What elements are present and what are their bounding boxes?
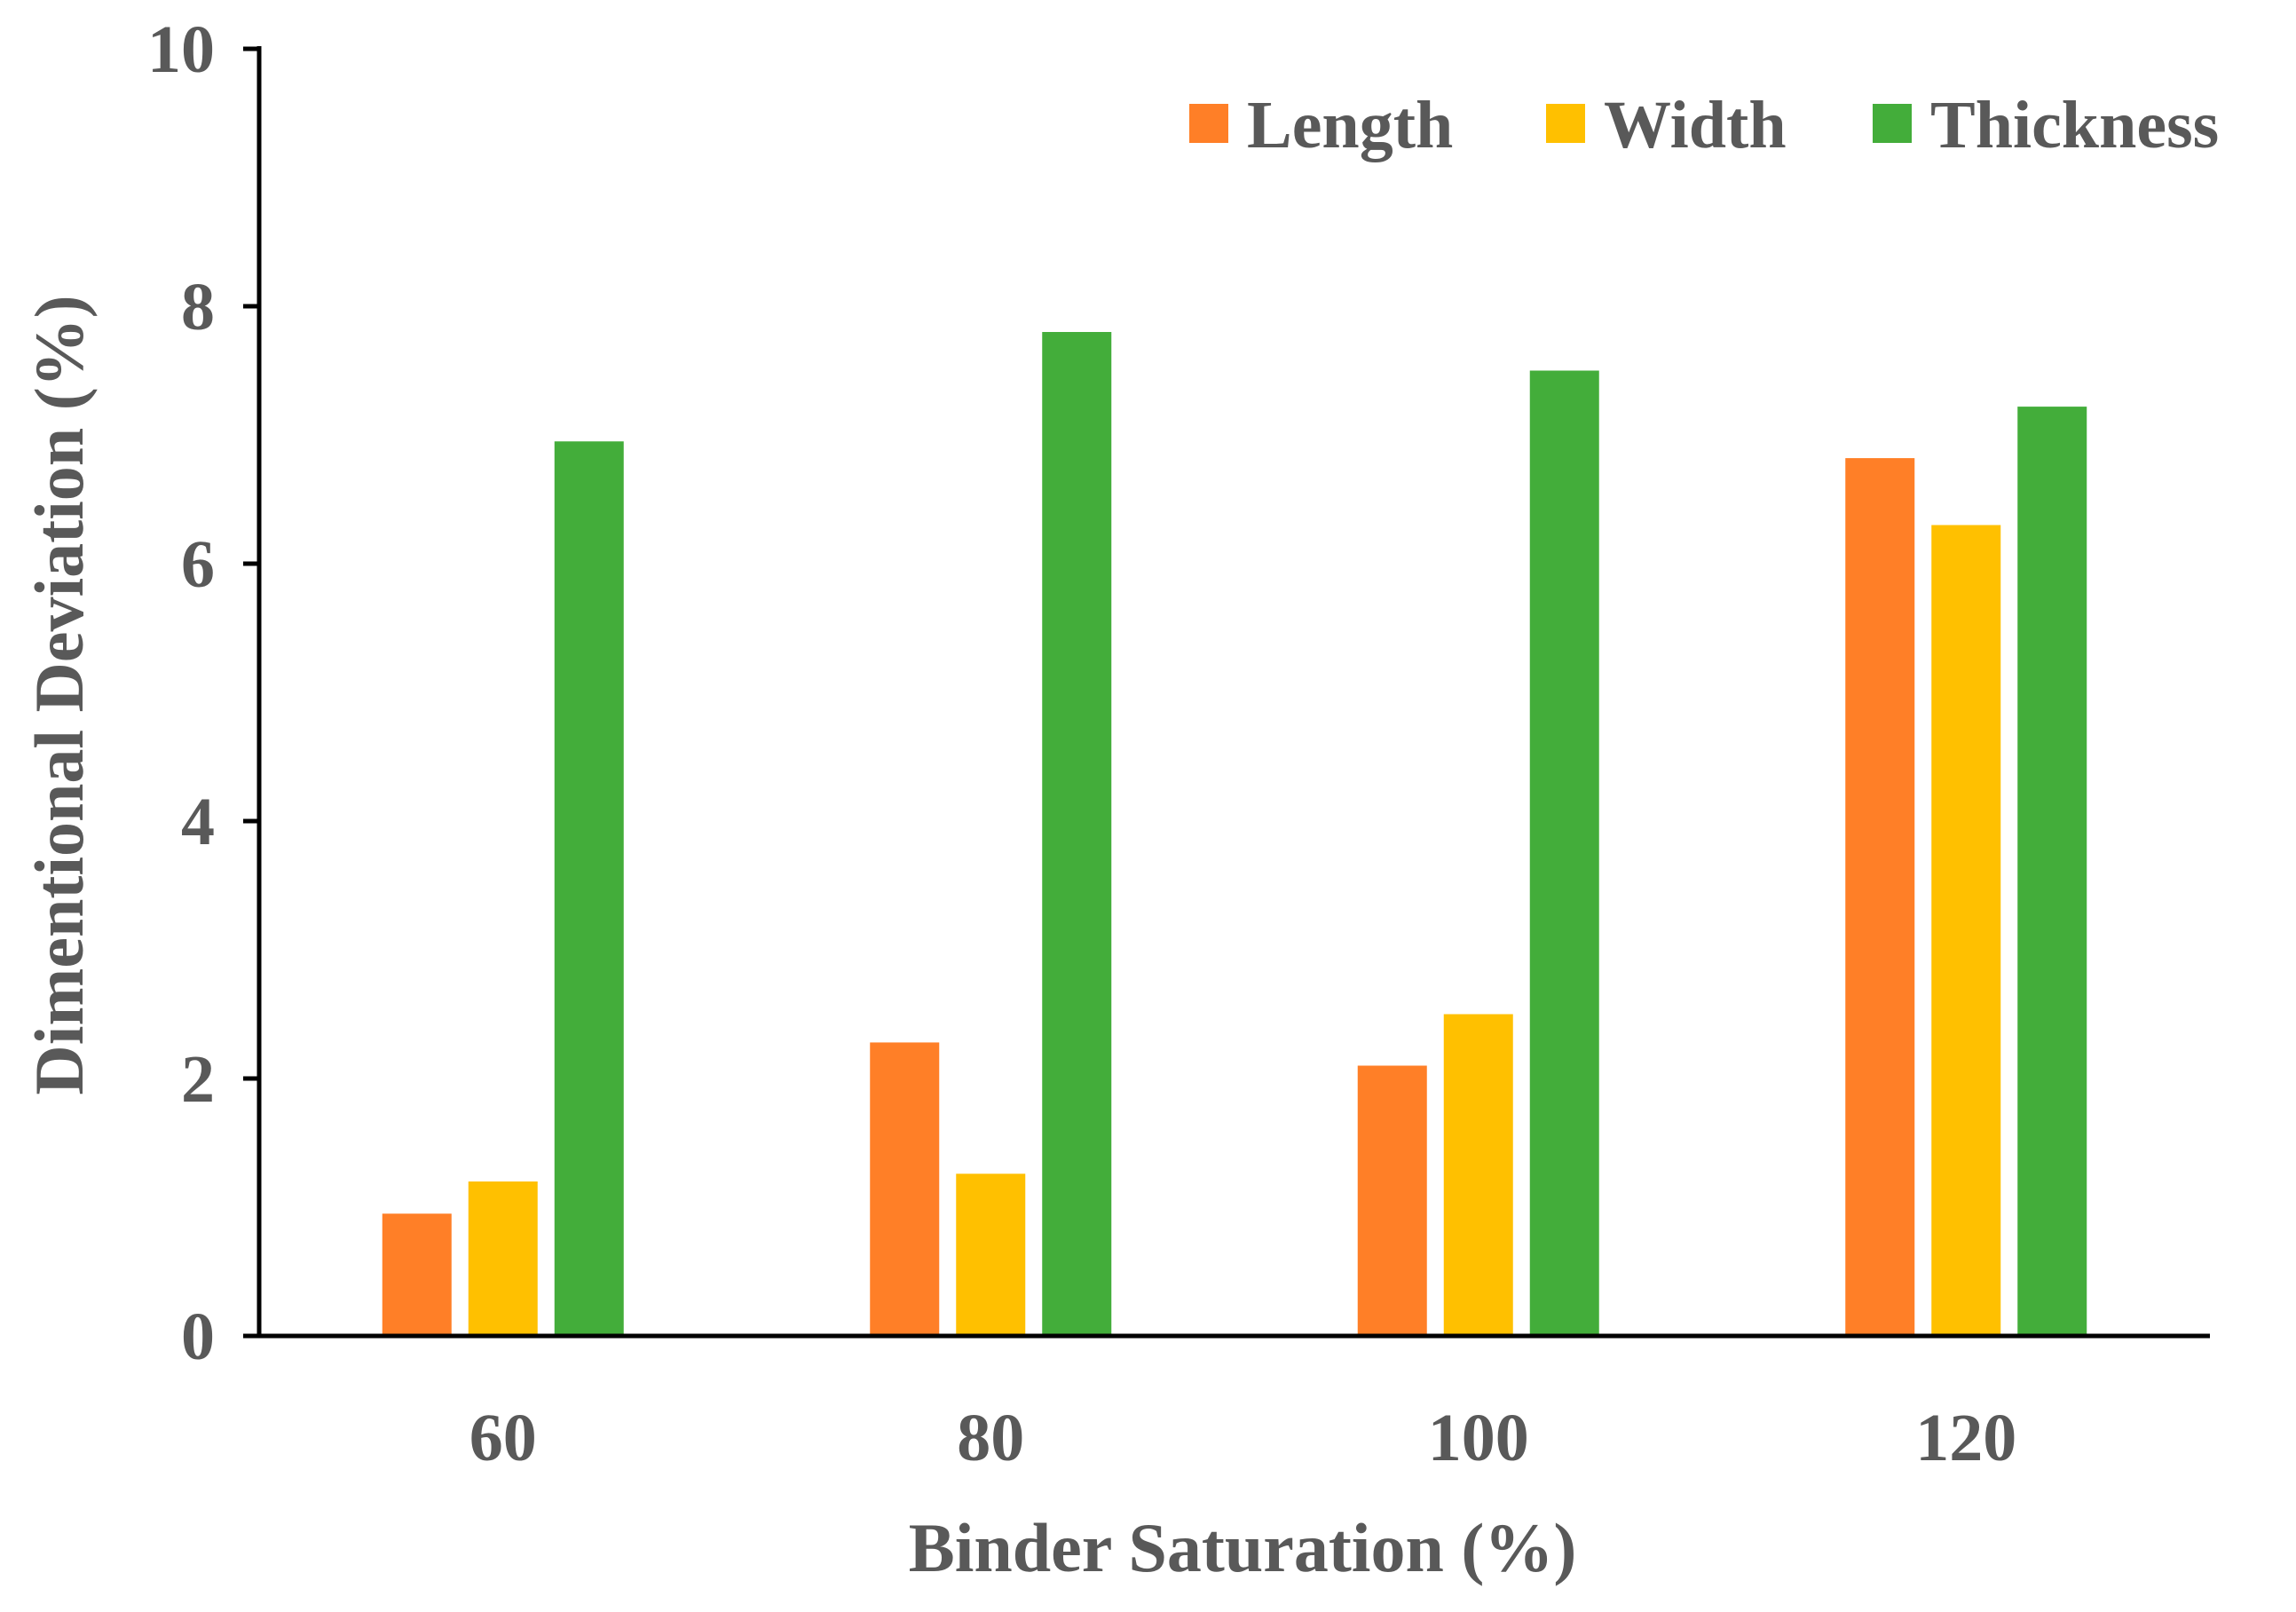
y-tick-label: 4 <box>181 785 215 859</box>
bar-width-100 <box>1443 1014 1513 1336</box>
axes-layer: 0 2 4 6 8 10 60 80 100 120 <box>147 12 2210 1475</box>
legend-swatch-width <box>1546 104 1585 143</box>
bar-length-80 <box>870 1042 940 1336</box>
bar-thickness-100 <box>1529 370 1599 1336</box>
x-tick-label: 120 <box>1915 1401 2016 1475</box>
bar-thickness-120 <box>2017 407 2087 1337</box>
bar-length-100 <box>1357 1065 1427 1336</box>
bars-layer <box>382 332 2087 1337</box>
x-axis-title: Binder Saturation (%) <box>909 1509 1577 1586</box>
y-tick-label: 8 <box>181 270 215 344</box>
y-tick-label: 6 <box>181 527 215 602</box>
legend-label-thickness: Thickness <box>1930 88 2219 162</box>
legend-swatch-length <box>1189 104 1228 143</box>
x-tick-label: 80 <box>957 1401 1024 1475</box>
bar-width-60 <box>468 1181 538 1336</box>
bar-thickness-80 <box>1042 332 1112 1336</box>
y-axis-title: Dimentional Deviation (%) <box>20 295 98 1094</box>
x-tick-label: 100 <box>1428 1401 1529 1475</box>
legend: Length Width Thickness <box>1189 88 2219 162</box>
legend-label-length: Length <box>1247 88 1453 162</box>
y-tick-label: 0 <box>181 1300 215 1374</box>
y-tick-label: 10 <box>147 12 215 87</box>
x-tick-label: 60 <box>469 1401 537 1475</box>
bar-length-60 <box>382 1213 452 1336</box>
legend-swatch-thickness <box>1873 104 1912 143</box>
bar-length-120 <box>1845 458 1915 1336</box>
legend-label-width: Width <box>1604 88 1787 162</box>
bar-width-80 <box>956 1173 1026 1336</box>
y-tick-label: 2 <box>181 1042 215 1117</box>
bar-width-120 <box>1931 525 2001 1336</box>
bar-thickness-60 <box>554 441 624 1336</box>
